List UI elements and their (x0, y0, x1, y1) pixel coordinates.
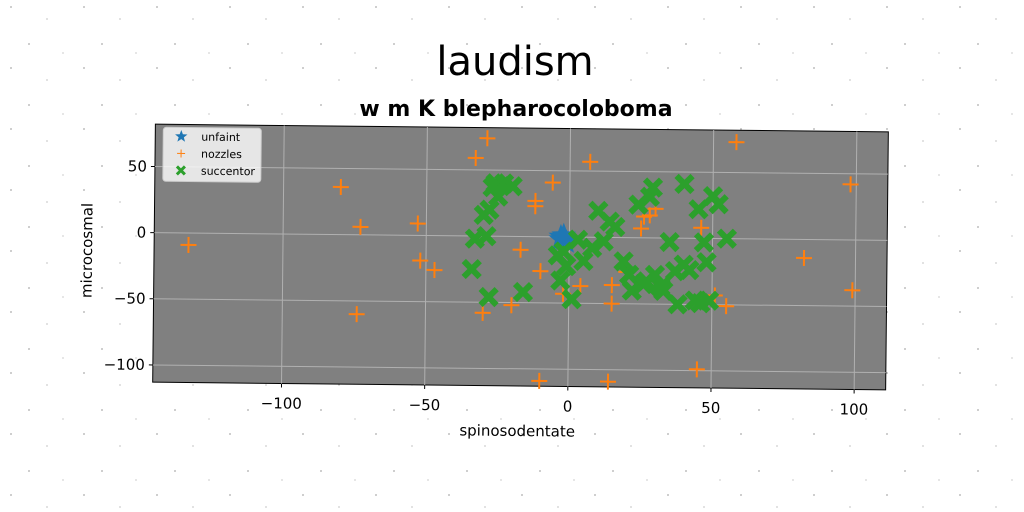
legend-box (162, 126, 262, 183)
succentor-point (674, 173, 695, 195)
succentor-point (653, 280, 674, 302)
legend-label-succentor: succentor (201, 165, 256, 179)
nozzles-point (474, 304, 491, 321)
data-marks (180, 130, 861, 390)
y-tick-label: −100 (104, 355, 145, 373)
grid-line-x (424, 127, 428, 386)
succentor-point (461, 258, 482, 280)
nozzles-point (728, 134, 745, 151)
succentor-point (698, 290, 720, 311)
x-tick-label: 50 (701, 399, 720, 417)
succentor-point (642, 177, 664, 198)
succentor-point (605, 216, 626, 238)
succentor-point (561, 289, 582, 310)
legend: unfaint nozzles succentor (162, 126, 262, 183)
nozzles-point (412, 252, 429, 269)
nozzles-point (693, 219, 710, 236)
legend-label-unfaint: unfaint (201, 131, 241, 144)
x-tick-label: 100 (840, 400, 869, 418)
succentor-point (613, 251, 634, 272)
x-tick-label: −100 (261, 394, 302, 412)
nozzles-point (180, 236, 197, 253)
succentor-point (479, 199, 500, 220)
nozzles-point (409, 215, 426, 232)
nozzles-point (603, 295, 620, 312)
nozzles-point (467, 149, 484, 166)
nozzles-point (795, 249, 812, 266)
succentor-point (688, 199, 709, 220)
chart-subtitle: w m K blepharocoloboma (359, 97, 672, 122)
nozzles-point (527, 192, 544, 209)
grid-line-x (853, 131, 858, 390)
y-tick-label: −50 (114, 289, 146, 307)
succentor-point (488, 186, 509, 207)
nozzles-point (479, 130, 496, 147)
legend-label-nozzles: nozzles (201, 148, 242, 161)
grid-line-y (154, 166, 888, 175)
chart-title: laudism (436, 39, 593, 85)
x-axis-label: spinosodentate (459, 421, 575, 440)
y-axis: −100 −50 0 50 (104, 157, 155, 374)
nozzles-point (426, 261, 443, 279)
y-tick-label: 50 (128, 157, 147, 175)
nozzles-point (544, 174, 561, 191)
legend-marker-succentor (175, 165, 186, 176)
succentor-point (693, 232, 715, 253)
nozzles-point (718, 298, 735, 315)
x-axis: −100 −50 0 50 100 (261, 383, 869, 419)
nozzles-point (531, 372, 548, 389)
nozzles-point (348, 306, 365, 323)
grid-line-x (281, 125, 285, 384)
grid-line-y (153, 298, 887, 307)
nozzles-point (599, 373, 616, 390)
nozzles-point (688, 361, 705, 378)
nozzles-point (532, 263, 549, 280)
succentor-point (659, 231, 680, 253)
succentor-point (512, 281, 534, 303)
succentor-point (621, 280, 643, 301)
succentor-point (716, 228, 738, 249)
succentor-point (679, 259, 700, 281)
nozzles-point (503, 297, 520, 314)
succentor-point (476, 225, 497, 247)
nozzles-point (603, 277, 620, 294)
nozzles-point (332, 178, 349, 195)
unfaint-point (551, 222, 577, 247)
nozzles-point (352, 218, 369, 235)
succentor-point (644, 264, 666, 286)
succentor-point (478, 286, 499, 308)
nozzles-point (572, 278, 589, 295)
succentor-point (708, 193, 729, 215)
legend-marker-nozzles (177, 149, 186, 158)
succentor-point (556, 255, 577, 277)
nozzles-point (844, 282, 861, 299)
grid-line-y (152, 364, 886, 374)
nozzles-point (641, 207, 658, 224)
grid-line-y (154, 232, 888, 241)
succentor-point (567, 229, 589, 250)
legend-marker-unfaint (175, 129, 188, 142)
succentor-point (618, 264, 640, 285)
x-tick-label: 0 (563, 397, 573, 415)
y-tick-label: 0 (137, 223, 147, 241)
nozzles-point (842, 176, 859, 193)
succentor-point (550, 270, 571, 291)
succentor-point (573, 250, 594, 272)
nozzles-point (633, 220, 650, 237)
succentor-point (696, 252, 717, 273)
succentor-point (667, 294, 688, 315)
x-tick-label: −50 (409, 396, 441, 414)
nozzles-point (512, 241, 529, 258)
y-axis-label: microcosmal (78, 203, 97, 298)
succentor-point (582, 237, 603, 259)
nozzles-point (582, 153, 599, 170)
